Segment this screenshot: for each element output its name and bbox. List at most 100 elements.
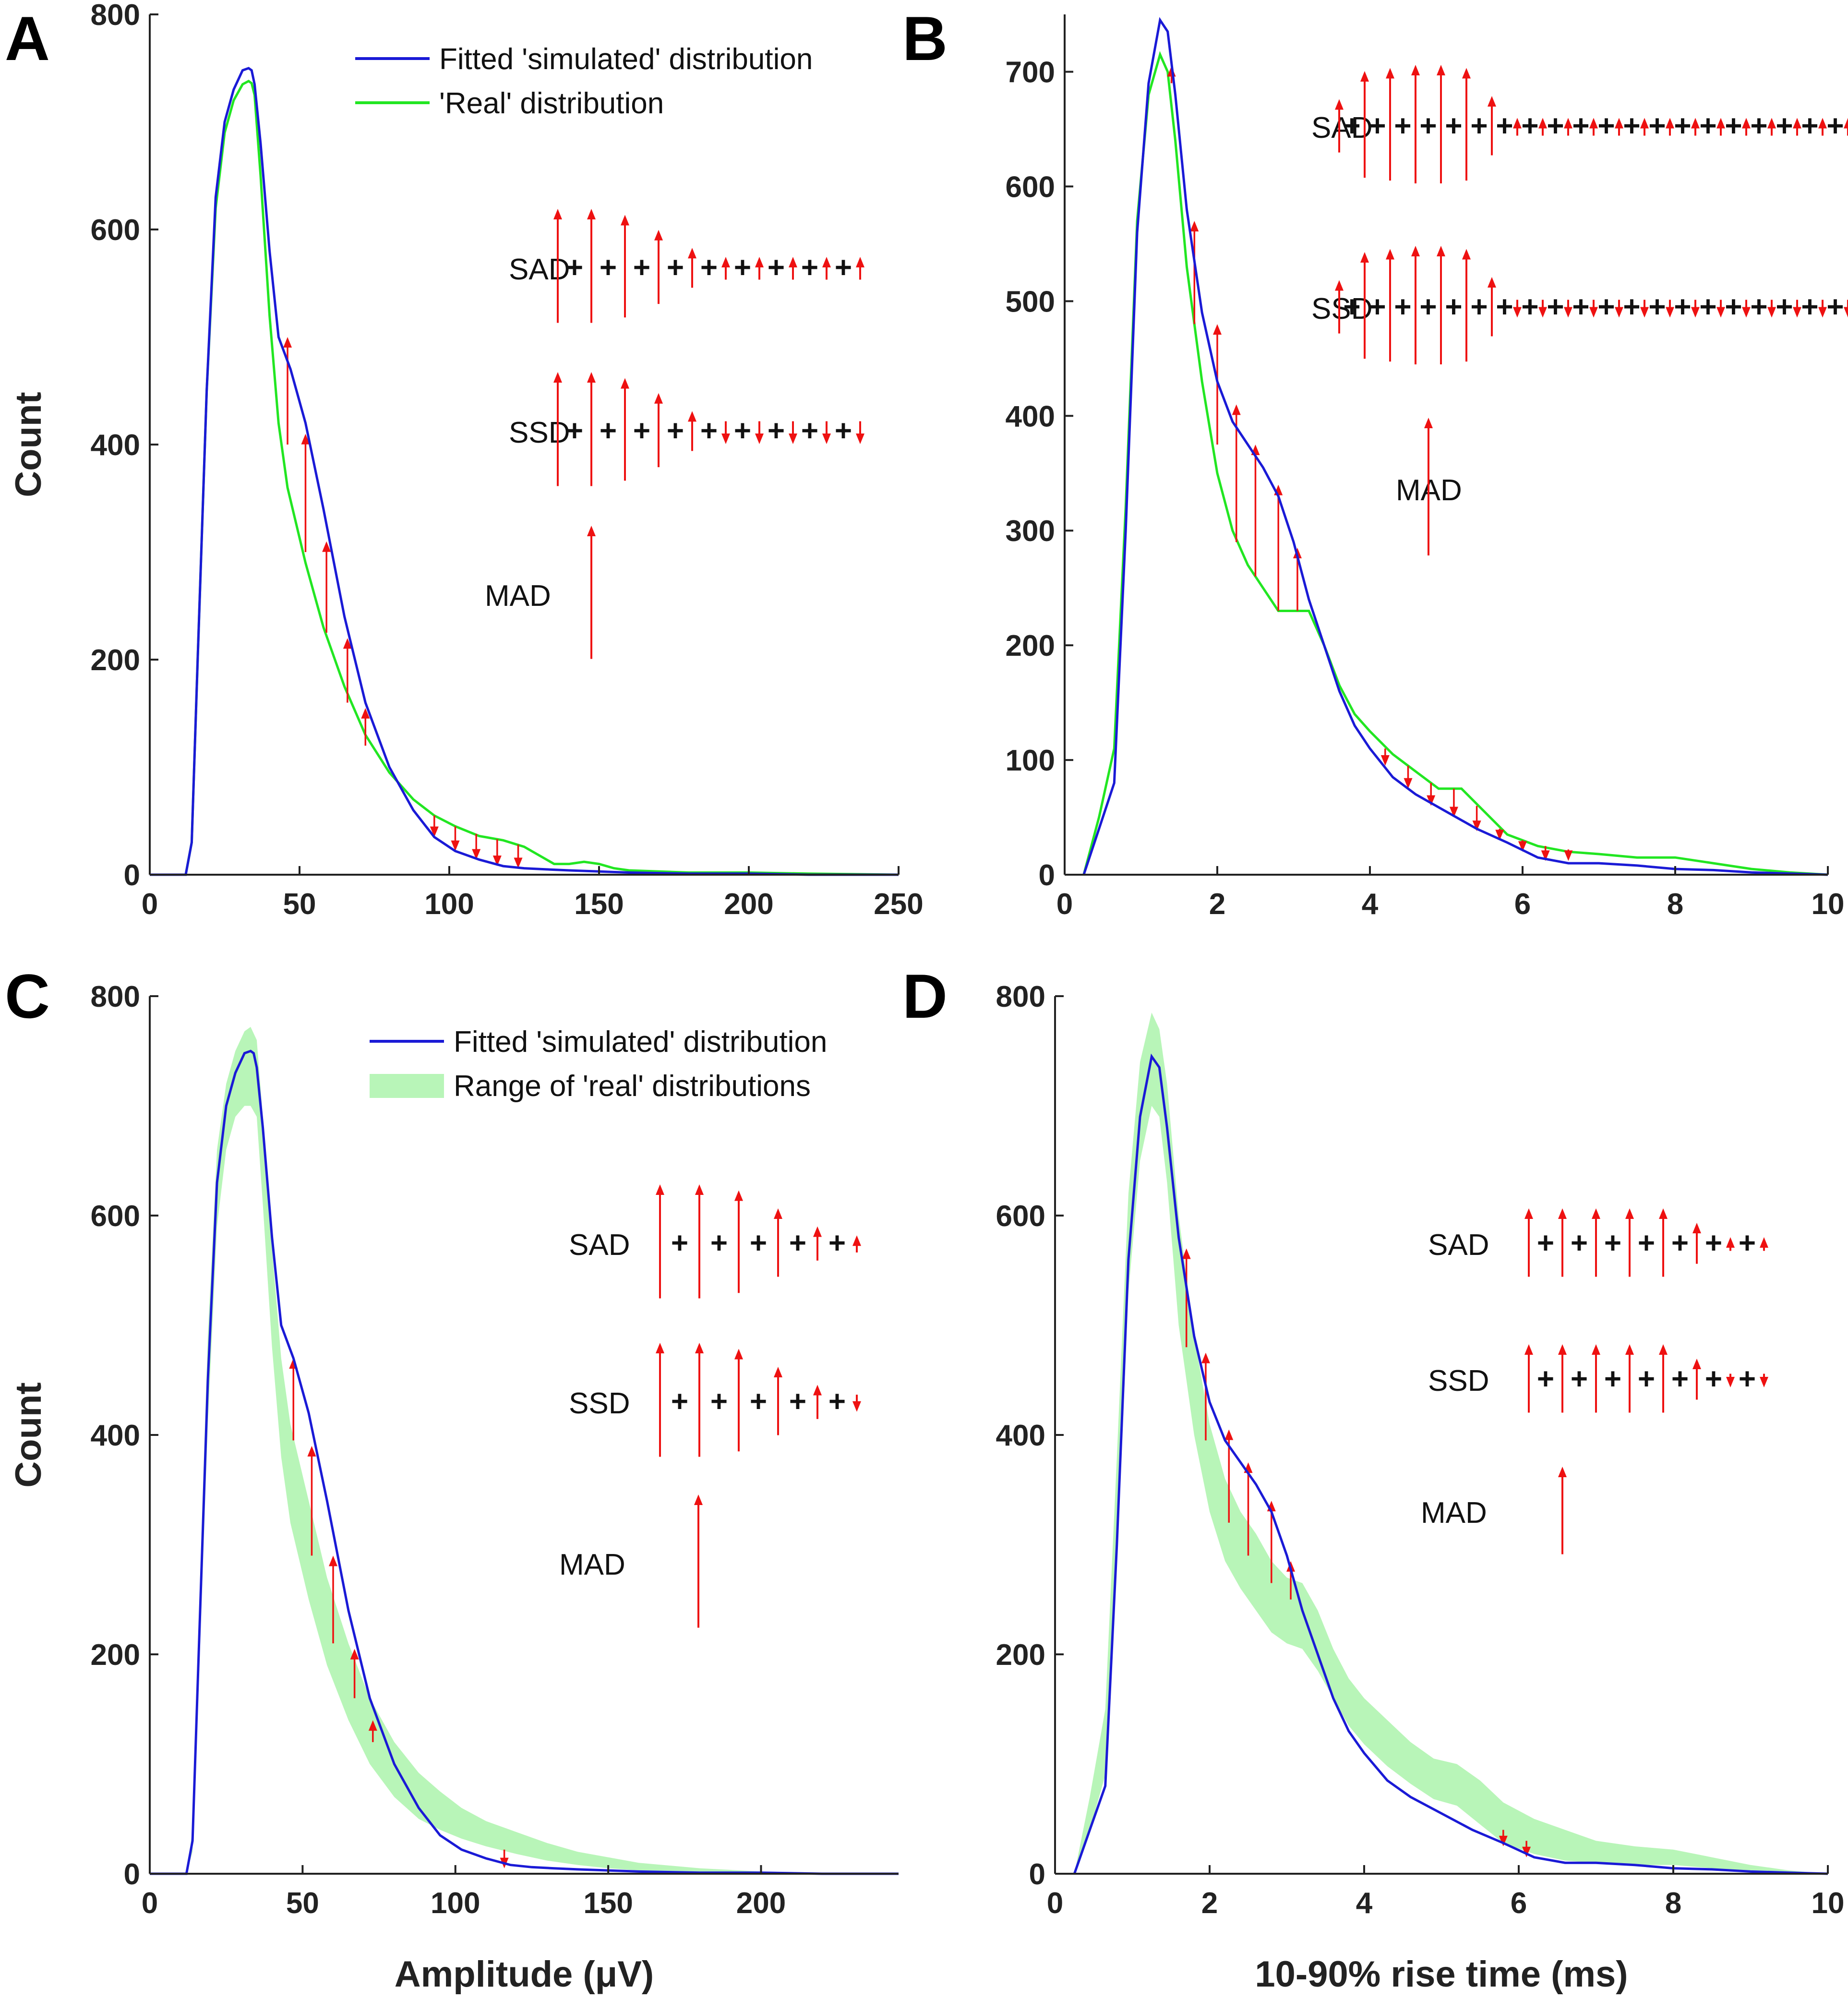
panel-a-x-tick-label: 150 bbox=[574, 888, 624, 921]
panel-b-sad-arrow-13-head bbox=[1666, 118, 1674, 129]
panel-b-x-tick-label: 2 bbox=[1209, 888, 1225, 921]
panel-c-ssd-arrow-3-head bbox=[774, 1367, 782, 1377]
panel-c-x-tick-label: 100 bbox=[431, 1887, 480, 1920]
panel-d-ssd-arrow-2-head bbox=[1592, 1344, 1600, 1355]
panel-b-sad-arrow-19-head bbox=[1818, 118, 1827, 129]
panel-d-sad-arrow-1-head bbox=[1558, 1208, 1567, 1219]
panel-b-ssd-arrow-16-head bbox=[1742, 307, 1751, 318]
panel-a-legend-label: 'Real' distribution bbox=[439, 87, 664, 120]
panel-b-sad-plus: + bbox=[1343, 109, 1360, 143]
panel-c-y-tick-label: 800 bbox=[91, 980, 140, 1013]
panel-d-x-tick-label: 6 bbox=[1511, 1887, 1527, 1920]
panel-a-sad-arrow-1-head bbox=[587, 209, 596, 219]
panel-b-sad-arrow-7-head bbox=[1513, 118, 1522, 129]
panel-b-ssd-plus: + bbox=[1394, 290, 1411, 324]
panel-d-y-tick-label: 600 bbox=[996, 1200, 1045, 1233]
panel-b-y-tick-label: 700 bbox=[1006, 56, 1055, 89]
panel-b-diff-arrow-8-head bbox=[1404, 778, 1413, 789]
panel-d-sad-arrow-6-head bbox=[1726, 1237, 1735, 1248]
panel-a-sad-arrow-9-head bbox=[856, 257, 864, 267]
panel-b-ssd-plus: + bbox=[1623, 290, 1640, 324]
panel-c-mad-arrow-head bbox=[694, 1494, 703, 1505]
panel-b-sad-plus: + bbox=[1521, 109, 1538, 143]
panel-a-x-tick-label: 250 bbox=[874, 888, 923, 921]
panel-b-sad-plus: + bbox=[1496, 109, 1513, 143]
panel-d-diff-arrow-7-head bbox=[1522, 1846, 1531, 1857]
panel-d-y-tick-label: 800 bbox=[996, 980, 1045, 1013]
panel-b-ssd-arrow-7-head bbox=[1513, 307, 1522, 318]
panel-c-ssd-arrow-5-head bbox=[852, 1401, 861, 1412]
panel-d-y-tick-label: 400 bbox=[996, 1419, 1045, 1452]
panel-d-sad-plus: + bbox=[1604, 1227, 1621, 1260]
panel-d-y-tick-label: 200 bbox=[996, 1639, 1045, 1672]
panel-d-ssd-arrow-7-head bbox=[1760, 1377, 1768, 1387]
panel-b-ssd-arrow-17-head bbox=[1767, 307, 1776, 318]
panel-b-ssd-plus: + bbox=[1419, 290, 1437, 324]
panel-b-ssd-plus: + bbox=[1674, 290, 1691, 324]
panel-a-ssd-label: SSD bbox=[509, 416, 570, 449]
panel-d-diff-arrow-6-head bbox=[1499, 1835, 1508, 1846]
panel-a-sad-arrow-6-head bbox=[755, 257, 764, 267]
panel-b-ssd-plus: + bbox=[1547, 290, 1564, 324]
panel-b-ssd-arrow-6-head bbox=[1488, 277, 1496, 288]
panel-b-sad-plus: + bbox=[1419, 109, 1437, 143]
panel-b-sad-plus: + bbox=[1623, 109, 1640, 143]
panel-a-sad-plus: + bbox=[734, 251, 751, 284]
panel-b-real-line bbox=[1082, 51, 1828, 876]
panel-b-sad-arrow-15-head bbox=[1716, 118, 1725, 129]
panel-d-y-tick-label: 0 bbox=[1029, 1858, 1045, 1891]
panel-c-diff-arrow-4-head bbox=[368, 1720, 377, 1731]
panel-d-ssd-arrow-4-head bbox=[1659, 1344, 1668, 1355]
panel-b-ssd-arrow-9-head bbox=[1564, 307, 1572, 318]
panel-c-legend-label: Range of 'real' distributions bbox=[454, 1070, 811, 1103]
panel-a-sad-plus: + bbox=[566, 251, 583, 284]
panel-d-ssd-arrow-5-head bbox=[1692, 1359, 1701, 1369]
panel-b-ssd-arrow-4-head bbox=[1437, 246, 1445, 256]
panel-c-sad-arrow-2-head bbox=[734, 1190, 743, 1201]
panel-a-ssd-arrow-8-head bbox=[822, 434, 831, 444]
panel-b-diff-arrow-11-head bbox=[1472, 820, 1481, 831]
panel-a-ssd-plus: + bbox=[667, 414, 684, 447]
panel-b-ssd-plus: + bbox=[1725, 290, 1742, 324]
panel-letter-c: C bbox=[5, 961, 50, 1031]
panel-a-chart: 0 50 100 150 200 250 0 200 400 600 800 Count Fitted … bbox=[8, 0, 924, 921]
panel-d-ssd-plus: + bbox=[1705, 1362, 1722, 1396]
panel-a-x-tick-label: 0 bbox=[142, 888, 158, 921]
panel-a-y-tick-label: 0 bbox=[124, 859, 140, 892]
panel-b-ssd-arrow-12-head bbox=[1640, 307, 1649, 318]
panel-b-ssd-arrow-15-head bbox=[1716, 307, 1725, 318]
panel-b-sad-plus: + bbox=[1801, 109, 1818, 143]
panel-b-ssd-plus: + bbox=[1750, 290, 1767, 324]
panel-a-diff-arrow-0-head bbox=[283, 337, 292, 348]
panel-a-mad-arrow-head bbox=[587, 526, 596, 536]
panel-a-sad-arrow-2-head bbox=[621, 215, 629, 226]
panel-d-real-range-band bbox=[1074, 1012, 1828, 1874]
panel-c-y-axis-title: Count bbox=[8, 1382, 49, 1487]
panel-d-sad-arrow-5-head bbox=[1692, 1223, 1701, 1233]
panel-c-x-tick-label: 0 bbox=[142, 1887, 158, 1920]
panel-b-ssd-arrow-1-head bbox=[1360, 252, 1369, 263]
panel-b-sad-plus: + bbox=[1699, 109, 1716, 143]
panel-b-sad-arrow-16-head bbox=[1742, 118, 1751, 129]
panel-c-chart: 0 50 100 150 200 0 200 400 600 800 Count Amplitude … bbox=[8, 980, 899, 1995]
panel-d-x-tick-label: 8 bbox=[1665, 1887, 1681, 1920]
panel-b-sad-plus: + bbox=[1597, 109, 1615, 143]
panel-b-diff-arrow-14-head bbox=[1541, 850, 1550, 861]
panel-c-ssd-plus: + bbox=[828, 1385, 846, 1418]
panel-a-sad-arrow-3-head bbox=[654, 229, 663, 241]
panel-a-sad-arrow-0-head bbox=[553, 209, 562, 219]
panel-b-ssd-arrow-20-head bbox=[1844, 307, 1848, 318]
panel-c-y-tick-label: 200 bbox=[91, 1639, 140, 1672]
panel-c-ssd-plus: + bbox=[671, 1385, 688, 1418]
panel-b-diff-arrow-1-head bbox=[1190, 221, 1199, 232]
panel-c-sad-plus: + bbox=[671, 1227, 688, 1260]
panel-b-ssd-plus: + bbox=[1496, 290, 1513, 324]
panel-d-x-tick-label: 10 bbox=[1812, 1887, 1845, 1920]
panel-a-ssd-arrow-2-head bbox=[621, 378, 629, 389]
panel-b-x-tick-label: 10 bbox=[1812, 888, 1845, 921]
panel-b-ssd-plus: + bbox=[1699, 290, 1716, 324]
panel-d-x-axis-title: 10-90% rise time (ms) bbox=[1255, 1954, 1628, 1995]
panel-d-ssd-plus: + bbox=[1638, 1362, 1655, 1396]
panel-c-x-tick-label: 150 bbox=[583, 1887, 633, 1920]
